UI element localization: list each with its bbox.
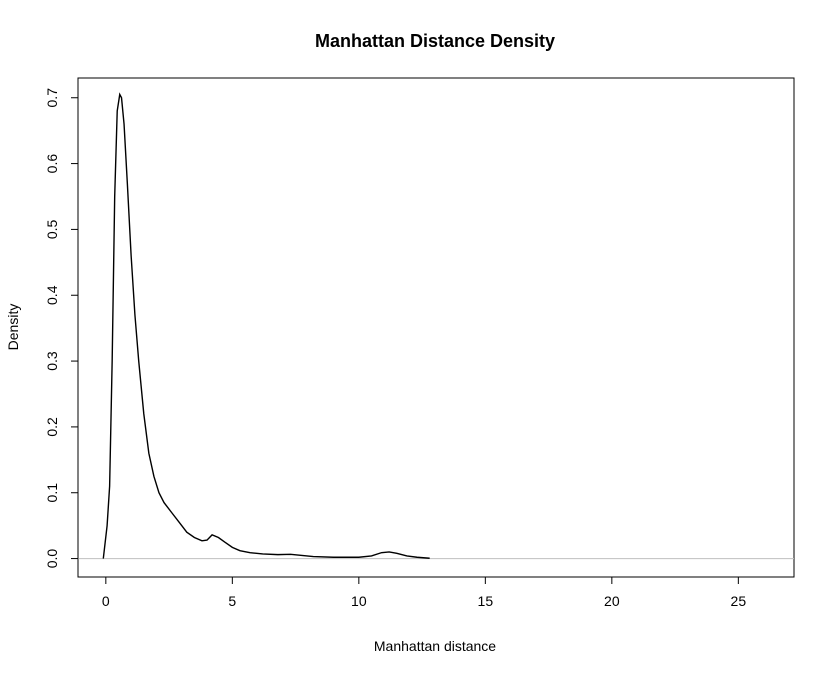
y-tick-label: 0.3 (44, 351, 60, 371)
x-tick-label: 25 (731, 593, 747, 609)
plot-frame (77, 77, 795, 578)
y-tick-label: 0.4 (44, 285, 60, 305)
y-tick-label: 0.7 (44, 88, 60, 108)
y-tick-label: 0.1 (44, 483, 60, 503)
x-axis: 0 5 10 15 20 25 (102, 576, 747, 609)
x-tick-label: 0 (102, 593, 110, 609)
density-curve (102, 92, 430, 559)
y-tick-label: 0.6 (44, 154, 60, 174)
y-tick-label: 0.5 (44, 219, 60, 239)
y-axis-label: Density (5, 304, 21, 351)
x-tick-label: 20 (604, 593, 620, 609)
x-tick-label: 5 (228, 593, 236, 609)
y-tick-label: 0.2 (44, 417, 60, 437)
x-tick-label: 10 (351, 593, 367, 609)
x-tick-label: 15 (478, 593, 494, 609)
chart-title: Manhattan Distance Density (315, 31, 555, 51)
y-tick-label: 0.0 (44, 549, 60, 569)
y-axis: 0.0 0.1 0.2 0.3 0.4 0.5 0.6 0.7 (44, 88, 79, 569)
x-axis-label: Manhattan distance (374, 638, 496, 654)
